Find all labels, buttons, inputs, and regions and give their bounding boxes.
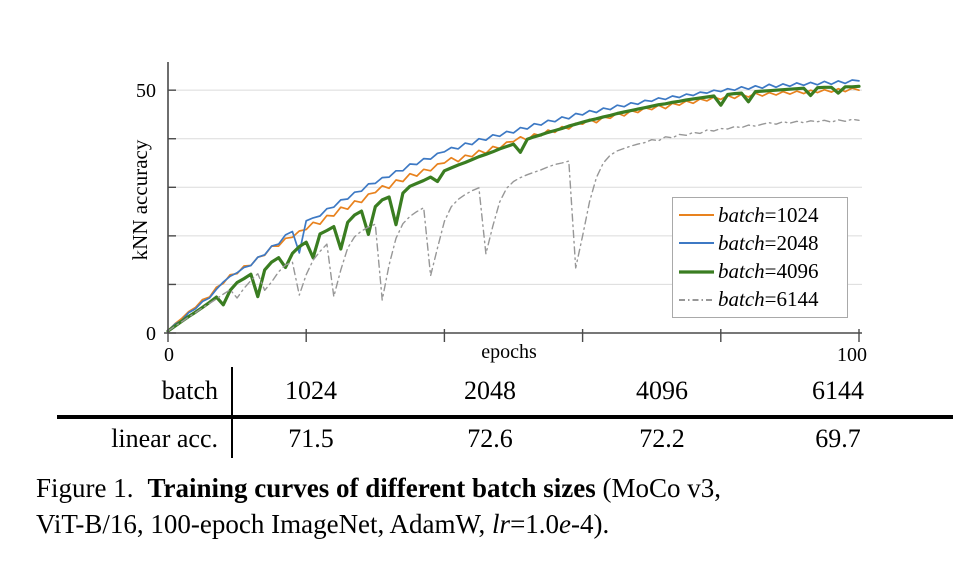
legend-label-var: batch bbox=[718, 202, 765, 227]
y-axis-label: kNN accuracy bbox=[128, 139, 152, 260]
legend-item-batch-4096: batch =4096 bbox=[678, 258, 847, 285]
table-horizontal-rule bbox=[57, 415, 953, 419]
legend-item-batch-2048: batch =2048 bbox=[678, 230, 847, 257]
legend-item-batch-6144: batch =6144 bbox=[678, 286, 847, 313]
caption-line-2: ViT-B/16, 100-epoch ImageNet, AdamW, lr=… bbox=[36, 509, 610, 539]
chart-legend: batch =1024 batch =2048 batch =4096 batch =6… bbox=[672, 197, 848, 318]
legend-line-sample-green bbox=[679, 270, 714, 274]
legend-label-value: =2048 bbox=[764, 230, 819, 255]
caption-suffix: (MoCo v3, bbox=[595, 473, 721, 503]
legend-line-sample-blue bbox=[679, 242, 714, 245]
y-tick-label-50: 50 bbox=[136, 80, 156, 102]
table-value: 6144 bbox=[812, 376, 864, 405]
legend-label-var: batch bbox=[718, 230, 765, 255]
figure-caption: Figure 1. Training curves of different ba… bbox=[36, 470, 966, 542]
legend-label-value: =4096 bbox=[764, 259, 819, 284]
table-row-label: batch bbox=[161, 376, 218, 405]
table-vertical-divider bbox=[231, 367, 233, 458]
table-value: 72.2 bbox=[639, 424, 685, 453]
table-value: 71.5 bbox=[288, 424, 334, 453]
legend-line-sample-gray-dashdot bbox=[679, 298, 714, 301]
x-tick-label-0: 0 bbox=[164, 344, 174, 366]
legend-line-sample-orange bbox=[679, 214, 714, 217]
legend-label-var: batch bbox=[718, 259, 765, 284]
table-value: 72.6 bbox=[467, 424, 513, 453]
legend-label-var: batch bbox=[718, 287, 765, 312]
legend-label-value: =6144 bbox=[764, 287, 819, 312]
y-tick-label-0: 0 bbox=[146, 323, 156, 345]
chart-canvas: kNN accuracy 50 0 0 100 epochs bbox=[128, 62, 867, 366]
caption-bold-title: Training curves of different batch sizes bbox=[147, 473, 596, 503]
caption-figure-label: Figure 1. bbox=[36, 473, 134, 503]
legend-label-value: =1024 bbox=[764, 202, 819, 227]
table-value: 69.7 bbox=[815, 424, 861, 453]
table-row-label: linear acc. bbox=[111, 424, 218, 453]
table-value: 1024 bbox=[285, 376, 337, 405]
caption-line-1: Figure 1. Training curves of different ba… bbox=[36, 470, 966, 506]
x-tick-label-100: 100 bbox=[837, 344, 867, 366]
training-curves-chart: kNN accuracy 50 0 0 100 epochs batch =102… bbox=[128, 62, 867, 366]
table-value: 2048 bbox=[464, 376, 516, 405]
x-axis-label: epochs bbox=[481, 341, 537, 363]
legend-item-batch-1024: batch =1024 bbox=[678, 202, 847, 229]
table-value: 4096 bbox=[636, 376, 688, 405]
